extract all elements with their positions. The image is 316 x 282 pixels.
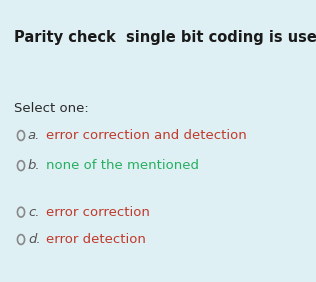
Text: none of the mentioned: none of the mentioned [46, 159, 199, 172]
Text: c.: c. [28, 206, 40, 219]
Text: error detection: error detection [46, 233, 146, 246]
Text: error correction: error correction [46, 206, 150, 219]
Circle shape [17, 207, 25, 217]
Text: a.: a. [28, 129, 40, 142]
Circle shape [17, 131, 25, 140]
Text: Select one:: Select one: [14, 102, 89, 115]
Text: d.: d. [28, 233, 40, 246]
Text: error correction and detection: error correction and detection [46, 129, 246, 142]
Text: b.: b. [28, 159, 40, 172]
Circle shape [17, 161, 25, 171]
Circle shape [17, 235, 25, 244]
Text: Parity check  single bit coding is used for: Parity check single bit coding is used f… [14, 30, 316, 45]
